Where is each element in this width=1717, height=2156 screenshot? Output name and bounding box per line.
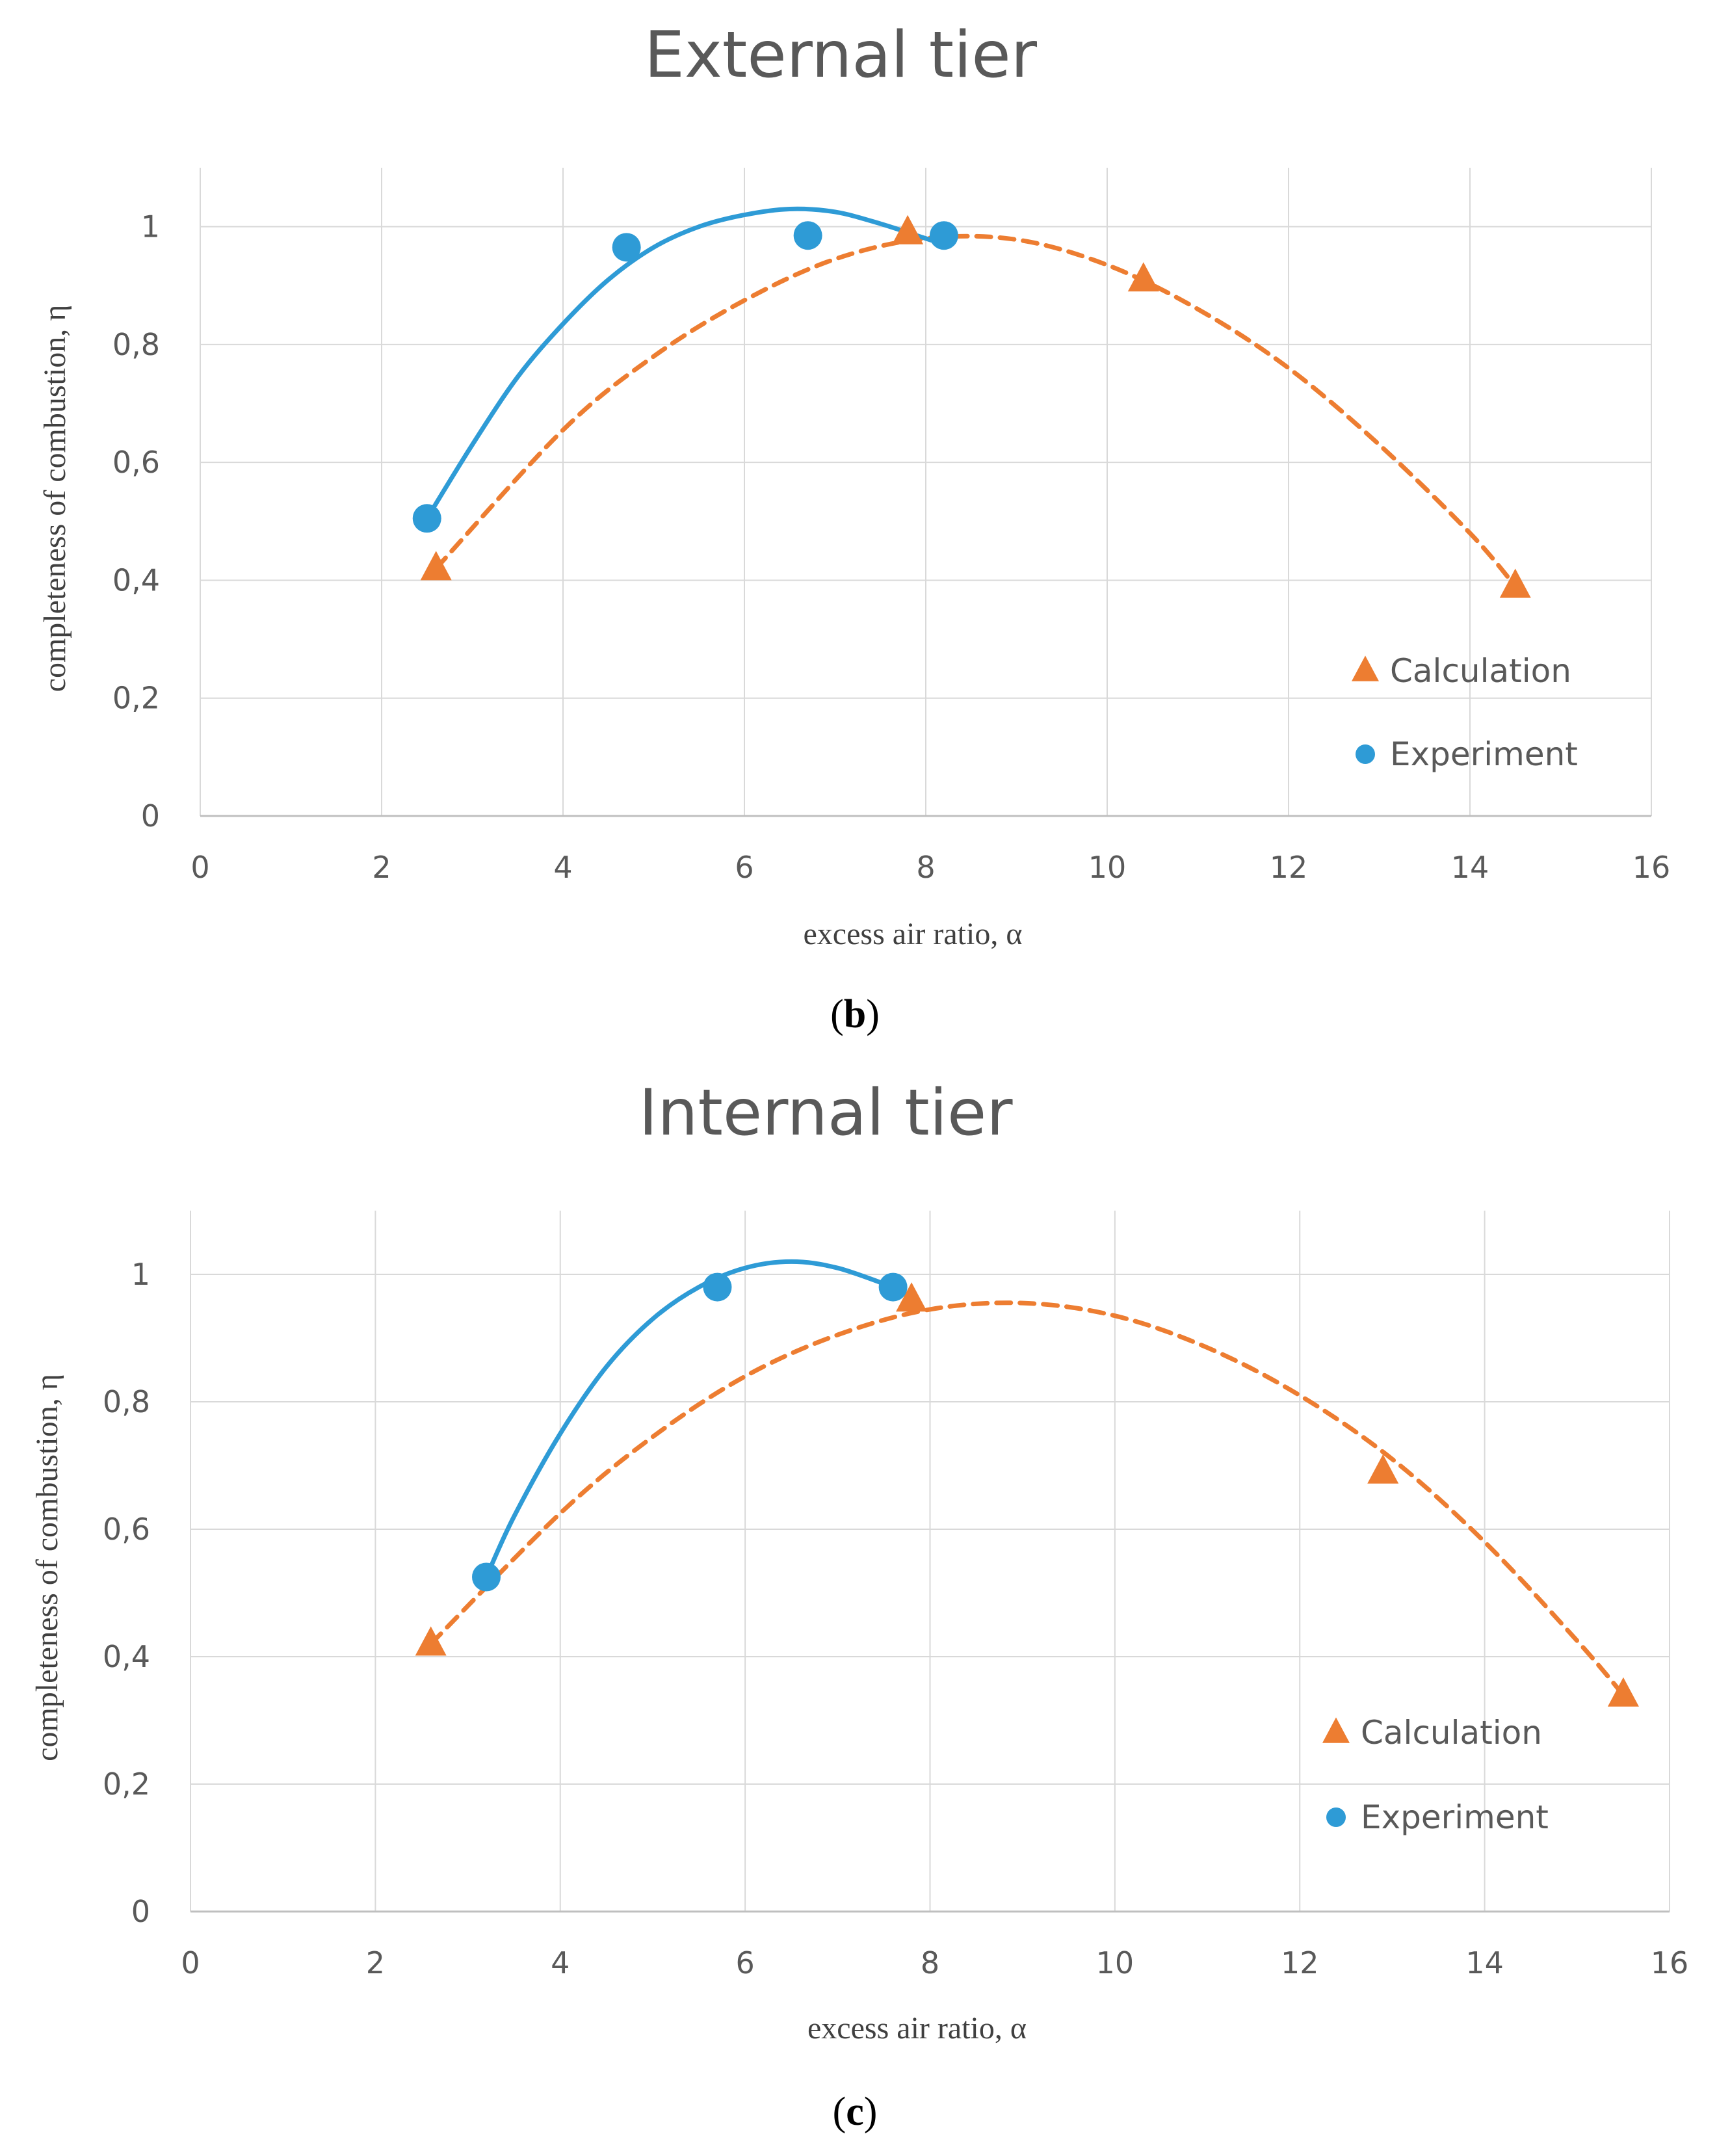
x-tick-label: 0 (190, 850, 209, 885)
calculation-point (420, 551, 452, 581)
calculation-trendline (434, 233, 1518, 589)
x-tick-label: 4 (553, 850, 572, 885)
caption-letter: c (846, 2090, 864, 2134)
calculation-point (1367, 1454, 1399, 1484)
y-axis-label: completeness of combustion, η (30, 1374, 64, 1761)
calculation-point (415, 1626, 447, 1656)
chart-panel-external: External tier 0 2 4 6 8 10 12 14 16 0 0,2 0,4 0,6 0,8 1… (38, 18, 1670, 1036)
y-axis-label: completeness of combustion, η (38, 305, 72, 692)
caption-close-paren: ) (866, 992, 880, 1036)
legend-experiment-marker (1326, 1808, 1346, 1827)
y-tick-label: 0 (141, 798, 160, 834)
y-tick-label: 1 (141, 209, 160, 244)
legend-calculation-label: Calculation (1390, 652, 1571, 690)
x-tick-label: 14 (1465, 1945, 1504, 1980)
experiment-point (472, 1562, 501, 1592)
experiment-trendline (484, 1259, 896, 1579)
x-tick-label: 12 (1270, 850, 1308, 885)
caption-open-paren: ( (830, 992, 844, 1036)
chart-title: External tier (644, 18, 1038, 92)
calculation-point (892, 215, 924, 244)
x-tick-label: 2 (366, 1945, 385, 1980)
legend-calculation-label: Calculation (1361, 1714, 1542, 1752)
calculation-point (1607, 1677, 1639, 1707)
x-tick-label: 8 (916, 850, 935, 885)
experiment-point (612, 233, 641, 262)
x-axis-label: excess air ratio, α (803, 917, 1022, 951)
y-tick-label: 0,2 (103, 1767, 150, 1802)
x-tick-label: 8 (921, 1945, 939, 1980)
x-tick-label: 10 (1088, 850, 1127, 885)
calculation-point (1499, 568, 1531, 598)
y-tick-label: 1 (131, 1257, 150, 1292)
experiment-point (793, 221, 822, 250)
legend-calculation-marker (1352, 655, 1379, 681)
experiment-point (412, 504, 441, 533)
x-tick-label: 16 (1651, 1945, 1689, 1980)
calculation-point (896, 1282, 928, 1312)
panel-caption: (b) (830, 992, 880, 1036)
x-tick-label: 4 (551, 1945, 570, 1980)
experiment-trendline (425, 206, 947, 521)
chart-panel-internal: Internal tier 0 2 4 6 8 10 12 14 16 0 0,2 0,4 0,6 0,8 1… (30, 1076, 1688, 2134)
x-tick-label: 16 (1632, 850, 1671, 885)
x-tick-label: 6 (735, 1945, 754, 1980)
panel-caption: (c) (833, 2090, 878, 2134)
chart-title: Internal tier (638, 1076, 1013, 1150)
experiment-point (929, 221, 958, 250)
y-tick-label: 0,4 (103, 1639, 150, 1674)
x-tick-label: 12 (1281, 1945, 1319, 1980)
legend-experiment-label: Experiment (1390, 735, 1578, 773)
y-tick-label: 0,8 (103, 1384, 150, 1419)
experiment-point (878, 1272, 908, 1302)
x-axis-label: excess air ratio, α (807, 2011, 1027, 2045)
experiment-point (703, 1272, 732, 1302)
y-tick-label: 0 (131, 1894, 150, 1929)
y-tick-label: 0,6 (112, 445, 160, 480)
x-tick-label: 10 (1096, 1945, 1134, 1980)
y-tick-label: 0,2 (112, 681, 160, 716)
calculation-trendline (428, 1300, 1626, 1698)
legend-calculation-marker (1322, 1717, 1350, 1743)
caption-letter: b (844, 992, 866, 1036)
caption-open-paren: ( (833, 2090, 846, 2134)
x-tick-label: 2 (372, 850, 391, 885)
x-tick-label: 0 (181, 1945, 200, 1980)
y-tick-label: 0,4 (112, 562, 160, 598)
caption-close-paren: ) (864, 2090, 878, 2134)
y-tick-label: 0,6 (103, 1512, 150, 1547)
x-tick-label: 14 (1451, 850, 1489, 885)
y-tick-label: 0,8 (112, 327, 160, 362)
calculation-point (1127, 262, 1159, 292)
legend-experiment-label: Experiment (1361, 1798, 1549, 1836)
x-tick-label: 6 (735, 850, 754, 885)
legend-experiment-marker (1356, 744, 1375, 764)
